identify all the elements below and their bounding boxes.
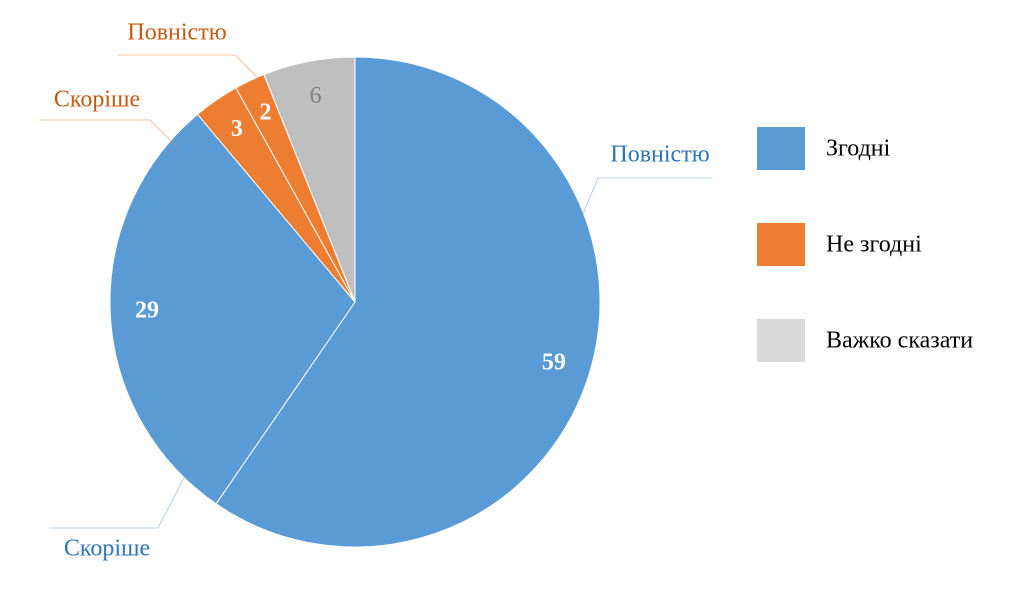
legend-label: Не згодні — [826, 232, 922, 258]
value-label: 29 — [135, 297, 159, 323]
pie-slice — [215, 56, 601, 548]
value-label: 6 — [310, 83, 322, 109]
pie-slice — [263, 56, 356, 303]
value-label: 3 — [231, 116, 243, 142]
legend-swatch — [757, 319, 805, 362]
leader-line — [40, 119, 179, 149]
legend-label: Важко сказати — [826, 328, 973, 354]
leader-line — [118, 54, 259, 79]
pie-slice — [109, 113, 356, 505]
category-label: Повністю — [610, 142, 709, 168]
category-label: Повністю — [127, 20, 226, 46]
legend-swatch — [757, 127, 805, 170]
category-label: Скоріше — [54, 87, 140, 113]
value-label: 59 — [542, 349, 566, 375]
category-label: Скоріше — [64, 536, 150, 562]
value-label: 2 — [259, 99, 271, 125]
leader-line — [573, 177, 712, 236]
leader-line — [50, 469, 189, 529]
legend-label: Згодні — [826, 136, 891, 162]
legend-swatch — [757, 223, 805, 266]
